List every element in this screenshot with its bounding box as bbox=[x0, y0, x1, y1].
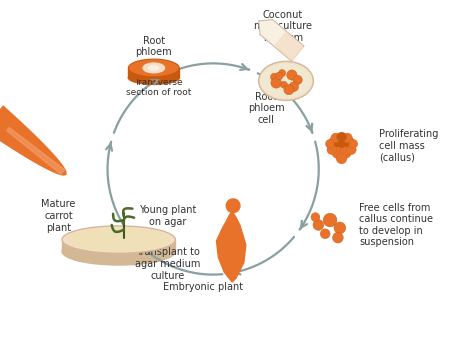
Ellipse shape bbox=[261, 64, 311, 97]
Text: Transplant to
agar medium
culture: Transplant to agar medium culture bbox=[135, 247, 200, 281]
Ellipse shape bbox=[62, 238, 176, 265]
Polygon shape bbox=[216, 212, 246, 282]
Circle shape bbox=[325, 140, 334, 148]
Circle shape bbox=[331, 133, 341, 143]
Ellipse shape bbox=[62, 226, 176, 253]
Text: Proliferating
cell mass
(callus): Proliferating cell mass (callus) bbox=[379, 129, 438, 162]
Circle shape bbox=[287, 70, 297, 80]
Circle shape bbox=[270, 73, 278, 81]
Circle shape bbox=[336, 153, 347, 164]
Text: Root
phloem: Root phloem bbox=[135, 36, 172, 57]
Circle shape bbox=[271, 78, 282, 88]
Circle shape bbox=[289, 82, 299, 92]
Circle shape bbox=[313, 220, 324, 230]
Polygon shape bbox=[128, 68, 179, 78]
Circle shape bbox=[342, 137, 355, 151]
Ellipse shape bbox=[68, 229, 170, 251]
Circle shape bbox=[226, 199, 240, 213]
Polygon shape bbox=[0, 105, 67, 176]
Circle shape bbox=[279, 69, 286, 76]
Polygon shape bbox=[7, 127, 65, 174]
Polygon shape bbox=[275, 33, 303, 60]
Text: Root
phloem
cell: Root phloem cell bbox=[248, 92, 285, 125]
Text: Transverse
section of root: Transverse section of root bbox=[126, 78, 191, 97]
Circle shape bbox=[320, 229, 330, 239]
Polygon shape bbox=[62, 240, 176, 251]
Ellipse shape bbox=[128, 59, 179, 77]
Ellipse shape bbox=[143, 63, 165, 73]
Circle shape bbox=[311, 213, 320, 221]
Circle shape bbox=[333, 232, 343, 243]
Text: Young plant
on agar: Young plant on agar bbox=[139, 205, 196, 227]
Ellipse shape bbox=[128, 71, 179, 84]
Circle shape bbox=[342, 133, 352, 143]
Circle shape bbox=[340, 147, 351, 158]
Circle shape bbox=[323, 213, 337, 227]
Circle shape bbox=[284, 85, 294, 95]
Circle shape bbox=[346, 145, 356, 155]
Text: Embryonic plant: Embryonic plant bbox=[163, 282, 243, 292]
Circle shape bbox=[337, 132, 347, 142]
Polygon shape bbox=[259, 20, 304, 61]
Circle shape bbox=[334, 222, 346, 234]
Text: Coconut
milk culture
medium: Coconut milk culture medium bbox=[254, 9, 312, 43]
Circle shape bbox=[334, 138, 349, 154]
Circle shape bbox=[327, 145, 337, 155]
Circle shape bbox=[328, 137, 342, 151]
Circle shape bbox=[349, 140, 358, 148]
Circle shape bbox=[293, 75, 302, 85]
Ellipse shape bbox=[259, 61, 313, 100]
Text: Mature
carrot
plant: Mature carrot plant bbox=[41, 199, 76, 233]
Circle shape bbox=[332, 147, 343, 158]
Circle shape bbox=[275, 72, 283, 80]
Text: Free cells from
callus continue
to develop in
suspension: Free cells from callus continue to devel… bbox=[360, 203, 433, 247]
Ellipse shape bbox=[148, 66, 159, 70]
Circle shape bbox=[280, 81, 288, 88]
